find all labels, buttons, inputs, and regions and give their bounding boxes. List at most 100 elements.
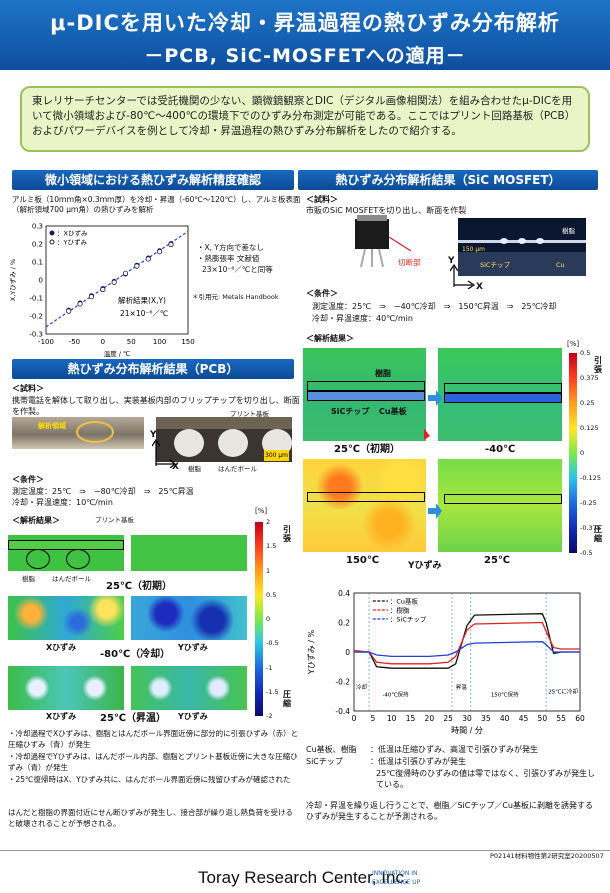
sic-map-initial: 樹脂 SiCチップ Cu基板 (303, 348, 426, 441)
scatter-ytick: 0.1 (32, 259, 43, 267)
sic-map-cold (438, 348, 562, 441)
scatter-point-y (66, 308, 72, 314)
scatter-legend-marker (49, 230, 55, 236)
poster-title: μ-DICを用いた冷却・昇温過程の熱ひずみ分布解析 (50, 11, 560, 35)
time-chart-legend-label: ：Cu基板 (390, 597, 419, 606)
pcb-solder-ball-1 (174, 429, 204, 457)
sic-map-initial-chip-outline (307, 381, 425, 391)
sic-time-cold: -40℃ (485, 444, 516, 455)
time-chart-annotation: 25℃に冷却 (548, 687, 578, 695)
scatter-frame (45, 225, 189, 335)
pcb-analysis-region-label: 解析領域 (38, 422, 66, 430)
pcb-tension-label: 引張 (283, 525, 291, 543)
pcb-colorbar-tick: 2 (266, 518, 271, 526)
sic-colorbar (569, 353, 577, 553)
sic-colorbar-tick: 0.125 (580, 424, 599, 432)
sic-map-chip-label: SiCチップ (331, 407, 370, 416)
sic-bond-2 (518, 238, 526, 244)
sic-map-ylabel: Yひずみ (408, 561, 442, 571)
scatter-xtick: -50 (69, 338, 80, 346)
pcb-map-cold-y (131, 596, 247, 640)
pcb-map-resin-circle (26, 549, 50, 569)
scatter-xtick: 100 (153, 338, 166, 346)
sic-colorbar-tick: -0.375 (580, 524, 601, 532)
sic-step-arrows (424, 390, 442, 519)
pcb-colorbar-tick: -2 (266, 712, 273, 720)
time-chart-ytick: 0.4 (338, 589, 350, 598)
sic-section-title: 熱ひずみ分布解析結果（SiC MOSFET） (298, 170, 598, 190)
pcb-colorbar-tick: 0 (266, 615, 271, 623)
sic-condition-2: 冷却・昇温速度：40℃/min (312, 314, 413, 323)
scatter-point-y (134, 263, 140, 269)
pcb-board-layer (156, 417, 292, 429)
pcb-conclusion: はんだと樹脂の界面付近にせん断ひずみが発生し、接合部が繰り返し熱負荷を受けると破… (8, 808, 293, 828)
time-chart-xtick: 35 (481, 714, 491, 723)
pcb-photo: 解析領域 (12, 417, 144, 449)
pcb-result-header: ＜解析結果＞ (12, 516, 60, 525)
header-banner: μ-DICを用いた冷却・昇温過程の熱ひずみ分布解析 －PCB, SiC-MOSF… (0, 0, 610, 70)
sic-cross-section-photo: 樹脂 SiCチップ Cu 150 μm (458, 218, 586, 276)
sic-summary-2: ：低温は引張ひずみが発生 (370, 757, 466, 766)
time-chart-xtick: 5 (370, 714, 375, 723)
time-chart-xtick: 45 (519, 714, 529, 723)
accuracy-note-1: ・X, Y方向で差なし (197, 243, 264, 252)
time-chart-annotation: 150℃保持 (491, 690, 519, 698)
sic-map-resin-label: 樹脂 (375, 369, 391, 378)
pcb-map-return-y (131, 666, 247, 710)
pcb-label-x-cold: Xひずみ (46, 643, 77, 652)
pcb-cross-section-photo: 300 μm (156, 417, 292, 462)
pcb-condition-header: ＜条件＞ (12, 475, 44, 484)
pcb-condition-1: 測定温度：25℃ ⇒ −80℃冷却 ⇒ 25℃昇温 (12, 487, 194, 496)
scatter-ytick: 0.3 (32, 223, 43, 231)
pcb-analysis-region-marker (76, 421, 114, 443)
pcb-bullet-1: ・冷却過程でXひずみは、樹脂とはんだボール界面近傍に部分的に引張ひずみ（赤）と圧… (8, 729, 299, 749)
sic-condition-header: ＜条件＞ (306, 289, 338, 298)
sic-time-return: 25℃ (484, 555, 511, 566)
scatter-xtick: 0 (101, 338, 105, 346)
sic-map-cu-label: Cu基板 (379, 407, 407, 416)
sic-device-photo (355, 215, 412, 267)
pcb-label-y-cold: Yひずみ (178, 643, 208, 652)
time-chart-legend-label: ：SiCチップ (390, 616, 427, 624)
sic-summary-3: 25℃復帰時のひずみの値は零ではなく、引張ひずみが発生している。 (376, 769, 596, 789)
pcb-colorbar (255, 522, 263, 716)
time-chart-ytick: 0 (345, 648, 350, 657)
poster-subtitle: －PCB, SiC-MOSFETへの適用－ (144, 45, 466, 67)
time-chart-xtick: 50 (538, 714, 548, 723)
pcb-colorbar-tick: -0.5 (266, 639, 279, 648)
time-chart-xtick: 60 (575, 714, 585, 723)
sic-cu-layer (458, 252, 586, 276)
scatter-point-y (145, 256, 151, 262)
pcb-axis-y: Y (150, 430, 157, 440)
time-chart-xlabel: 時間 / 分 (451, 726, 483, 735)
scatter-xtick: 50 (127, 338, 136, 346)
time-chart-xtick: 40 (500, 714, 510, 723)
pcb-scale-bar: 300 μm (264, 450, 290, 461)
pcb-resin-callout: 樹脂 (22, 575, 35, 583)
scatter-point-y (100, 286, 106, 293)
footer-slogan-2: EXCELLENCE UP (372, 879, 421, 886)
sic-colorbar-unit: [%] (567, 340, 580, 348)
pcb-map-ball-circle (66, 549, 90, 569)
pcb-time-initial: 25℃（初期） (106, 581, 173, 592)
time-chart-xtick: 30 (462, 714, 472, 723)
sic-sample-header: ＜試料＞ (306, 195, 338, 204)
sic-strain-time-chart: 0 5 10 15 20 25 30 35 40 45 50 55 60 0.4 0.2 0 -0.2 -0.4 時… (306, 589, 585, 735)
time-chart-annotation: 昇温 (456, 683, 468, 691)
sic-colorbar-tick: 0.5 (580, 349, 591, 357)
scatter-xlabel: 温度 / ℃ (104, 349, 131, 358)
time-chart-ylabel: Yひずみ / % (306, 629, 316, 675)
scatter-ytick: -0.2 (29, 313, 43, 321)
pcb-time-return: 25℃（昇温） (100, 713, 167, 724)
sic-tension-label: 引張 (594, 356, 602, 374)
scatter-point-y (168, 241, 174, 248)
scatter-legend-label: ：Yひずみ (57, 238, 87, 247)
time-chart-ytick: -0.4 (335, 707, 350, 716)
pcb-axes-arrow (152, 438, 176, 468)
sic-map-return (438, 459, 562, 552)
time-chart-series-line (353, 621, 580, 665)
scatter-ytick: 0.2 (32, 241, 43, 249)
footer-company: Toray Research Center, Inc. (198, 868, 409, 887)
time-chart-xtick: 55 (556, 714, 566, 723)
